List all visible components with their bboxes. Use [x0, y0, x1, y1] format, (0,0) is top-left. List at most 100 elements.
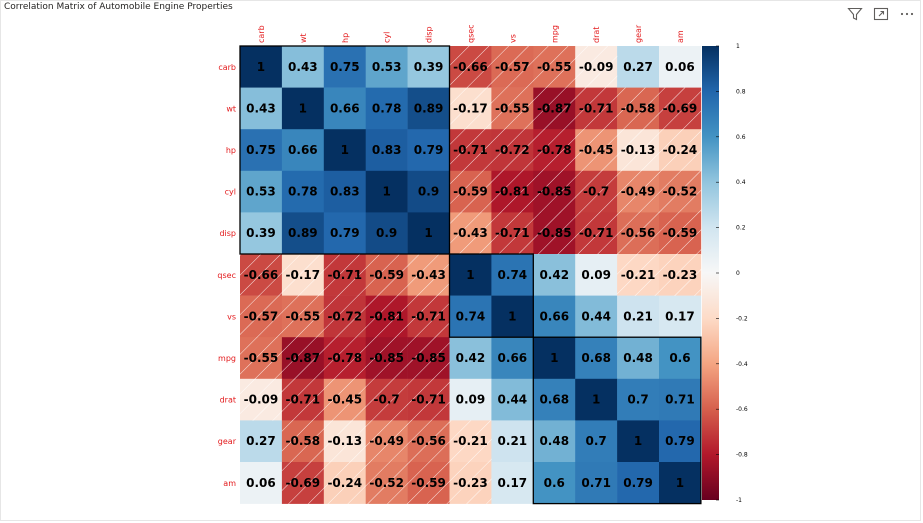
- cell-value-cyl-qsec: -0.59: [453, 185, 488, 199]
- cell-value-mpg-mpg: 1: [550, 351, 558, 365]
- cluster-box-2: [448, 253, 534, 338]
- negative-hatch-wt-vs: [491, 87, 534, 130]
- heatmap-cell-hp-wt: [281, 129, 325, 172]
- column-label-gear: gear: [634, 24, 643, 43]
- cell-value-gear-qsec: -0.21: [453, 434, 488, 448]
- negative-hatch-drat-carb: [240, 378, 283, 421]
- row-label-am: am: [223, 479, 236, 488]
- cell-value-am-wt: -0.69: [286, 476, 321, 490]
- heatmap-cell-carb-disp: [407, 46, 450, 88]
- cell-value-disp-am: -0.59: [663, 226, 698, 240]
- cell-value-wt-drat: -0.71: [579, 101, 614, 115]
- cell-value-carb-wt: 0.43: [288, 60, 318, 74]
- cell-value-mpg-wt: -0.87: [286, 351, 321, 365]
- cell-value-disp-qsec: -0.43: [453, 226, 488, 240]
- cell-value-drat-hp: -0.45: [327, 393, 362, 407]
- more-options-icon[interactable]: [899, 6, 915, 22]
- cell-value-vs-mpg: 0.66: [539, 309, 569, 323]
- cell-value-mpg-cyl: -0.85: [369, 351, 404, 365]
- heatmap-cell-mpg-mpg: [533, 337, 576, 380]
- cell-value-drat-gear: 0.7: [627, 393, 648, 407]
- cell-value-vs-vs: 1: [508, 309, 516, 323]
- cell-value-am-carb: 0.06: [246, 476, 276, 490]
- cluster-box-1: [239, 45, 451, 255]
- cell-value-hp-mpg: -0.78: [537, 143, 572, 157]
- negative-hatch-cyl-mpg: [533, 170, 576, 213]
- cell-value-carb-carb: 1: [257, 60, 265, 74]
- negative-hatch-hp-drat: [575, 129, 618, 172]
- cell-value-qsec-drat: 0.09: [581, 268, 611, 282]
- cell-value-qsec-mpg: 0.42: [539, 268, 569, 282]
- row-label-drat: drat: [220, 396, 236, 405]
- cell-value-drat-drat: 1: [592, 393, 600, 407]
- cell-value-carb-mpg: -0.55: [537, 60, 572, 74]
- focus-mode-icon[interactable]: [873, 6, 889, 22]
- cell-value-disp-hp: 0.79: [330, 226, 360, 240]
- heatmap-cell-mpg-drat: [575, 337, 618, 380]
- negative-hatch-disp-gear: [617, 212, 660, 255]
- cell-value-carb-hp: 0.75: [330, 60, 360, 74]
- heatmap-cell-hp-disp: [407, 129, 450, 172]
- cell-value-qsec-disp: -0.43: [411, 268, 446, 282]
- heatmap-cell-vs-gear: [617, 295, 660, 338]
- column-label-am: am: [676, 30, 685, 43]
- heatmap-cell-drat-am: [659, 378, 702, 421]
- cell-value-carb-am: 0.06: [665, 60, 695, 74]
- heatmap-cell-vs-drat: [575, 295, 618, 338]
- column-label-cyl: cyl: [383, 32, 392, 43]
- cell-value-hp-carb: 0.75: [246, 143, 276, 157]
- cell-value-cyl-wt: 0.78: [288, 185, 318, 199]
- negative-hatch-vs-carb: [240, 295, 283, 338]
- colorbar-tick-label: -0.4: [736, 361, 748, 368]
- heatmap-cell-vs-mpg: [533, 295, 576, 338]
- negative-hatch-hp-qsec: [449, 129, 492, 172]
- heatmap-cell-carb-cyl: [365, 46, 408, 88]
- negative-hatch-disp-drat: [575, 212, 618, 255]
- heatmap-cell-gear-drat: [575, 420, 618, 463]
- negative-hatch-gear-disp: [407, 420, 450, 463]
- negative-hatch-am-wt: [281, 462, 325, 504]
- heatmap-cell-cyl-wt: [281, 170, 325, 213]
- colorbar-tick-label: 0.8: [736, 88, 746, 95]
- cell-value-hp-am: -0.24: [663, 143, 698, 157]
- heatmap-cell-drat-gear: [617, 378, 660, 421]
- heatmap-cell-vs-am: [659, 295, 702, 338]
- cell-value-carb-qsec: -0.66: [453, 60, 488, 74]
- cell-value-vs-gear: 0.21: [623, 309, 653, 323]
- negative-hatch-am-qsec: [449, 462, 492, 504]
- column-label-mpg: mpg: [550, 25, 559, 43]
- heatmap-cell-mpg-qsec: [449, 337, 492, 380]
- cell-value-drat-carb: -0.09: [244, 393, 279, 407]
- negative-hatch-gear-cyl: [365, 420, 408, 463]
- cell-value-vs-hp: -0.72: [327, 309, 362, 323]
- cell-value-drat-disp: -0.71: [411, 393, 446, 407]
- negative-hatch-carb-mpg: [533, 46, 576, 88]
- cell-value-cyl-disp: 0.9: [418, 185, 439, 199]
- visual-header-icons: [847, 6, 915, 22]
- heatmap-cell-hp-carb: [240, 129, 283, 172]
- cell-value-cyl-am: -0.52: [663, 185, 698, 199]
- cell-value-am-qsec: -0.23: [453, 476, 488, 490]
- cell-value-hp-vs: -0.72: [495, 143, 530, 157]
- negative-hatch-am-disp: [407, 462, 450, 504]
- cell-value-mpg-disp: -0.85: [411, 351, 446, 365]
- cell-value-qsec-cyl: -0.59: [369, 268, 404, 282]
- cell-value-wt-qsec: -0.17: [453, 101, 488, 115]
- heatmap-cell-disp-disp: [407, 212, 450, 255]
- filter-icon[interactable]: [847, 6, 863, 22]
- cell-value-gear-carb: 0.27: [246, 434, 276, 448]
- negative-hatch-vs-disp: [407, 295, 450, 338]
- colorbar-tick-label: 0.6: [736, 134, 746, 141]
- cell-value-carb-cyl: 0.53: [372, 60, 402, 74]
- negative-hatch-wt-drat: [575, 87, 618, 130]
- column-label-vs: vs: [508, 34, 517, 43]
- row-label-cyl: cyl: [225, 188, 236, 197]
- cell-value-disp-gear: -0.56: [621, 226, 656, 240]
- heatmap-cell-disp-carb: [240, 212, 283, 255]
- negative-hatch-drat-hp: [323, 378, 366, 421]
- cell-value-mpg-gear: 0.48: [623, 351, 653, 365]
- heatmap-cell-wt-hp: [323, 87, 366, 130]
- heatmap-cell-am-mpg: [533, 462, 576, 504]
- cell-value-vs-qsec: 0.74: [456, 309, 486, 323]
